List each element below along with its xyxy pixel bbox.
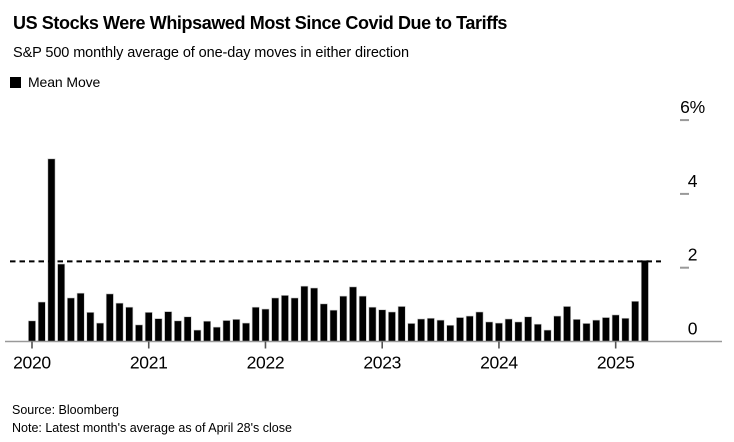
bar: [592, 319, 601, 342]
bar: [271, 297, 280, 342]
bar: [407, 323, 416, 342]
bar: [232, 319, 241, 342]
bar: [456, 317, 464, 342]
legend-label: Mean Move: [28, 74, 101, 90]
bar: [572, 319, 581, 342]
bar: [242, 322, 250, 342]
x-tick-label: 2024: [480, 353, 518, 373]
bar: [125, 306, 134, 342]
bar: [86, 312, 95, 342]
bar: [582, 323, 591, 342]
y-tick-label: 2: [688, 245, 697, 265]
bar: [631, 300, 640, 342]
y-tick-label: 0: [688, 319, 698, 339]
bar: [426, 317, 435, 342]
chart-subtitle: S&P 500 monthly average of one-day moves…: [13, 45, 409, 61]
bar: [47, 158, 56, 342]
bar: [349, 286, 357, 342]
bar: [553, 315, 562, 342]
bar: [329, 309, 338, 342]
legend-swatch-icon: [10, 76, 21, 88]
bar: [446, 324, 455, 342]
bar: [417, 318, 426, 342]
bar: [475, 311, 484, 342]
bar: [533, 323, 542, 342]
bar: [319, 303, 328, 342]
bar: [193, 329, 202, 342]
bar: [144, 312, 153, 342]
bar: [388, 311, 396, 342]
x-tick-label: 2022: [247, 353, 285, 373]
legend: Mean Move: [10, 75, 100, 89]
bar: [212, 326, 221, 342]
chart-title: US Stocks Were Whipsawed Most Since Covi…: [13, 13, 508, 33]
x-tick-label: 2021: [130, 353, 168, 373]
bar: [154, 318, 163, 342]
bar: [105, 293, 114, 342]
note-line: Note: Latest month's average as of April…: [12, 421, 292, 435]
bar: [397, 306, 406, 342]
bar: [621, 317, 630, 342]
bar: [563, 306, 571, 342]
bar: [57, 263, 66, 342]
x-tick-label: 2023: [363, 353, 401, 373]
bar: [183, 316, 192, 342]
bar: [465, 315, 474, 342]
bar: [640, 260, 649, 342]
bar: [611, 314, 620, 342]
source-line: Source: Bloomberg: [12, 403, 120, 417]
bar: [281, 295, 289, 342]
bar: [368, 306, 377, 342]
bar: [495, 322, 503, 342]
bar: [174, 320, 182, 342]
bar: [261, 308, 270, 342]
bar: [135, 324, 143, 342]
bar: [436, 319, 445, 342]
bar: [485, 321, 494, 342]
bar: [164, 311, 173, 342]
bar: [76, 292, 85, 342]
bar: [115, 302, 124, 342]
bar: [300, 285, 309, 342]
bar: [251, 306, 260, 342]
bar: [543, 329, 552, 342]
bar: [96, 322, 104, 342]
x-tick-label: 2025: [597, 353, 635, 373]
bar: [339, 295, 348, 342]
bar: [504, 318, 513, 342]
bar: [378, 309, 387, 342]
y-tick-label: 6%: [680, 97, 705, 117]
x-tick-label: 2020: [13, 353, 51, 373]
bar: [222, 320, 231, 342]
bar: [28, 320, 36, 342]
bar: [602, 317, 610, 342]
bar: [514, 321, 523, 342]
bar: [37, 301, 46, 342]
bar: [358, 295, 367, 342]
bar: [203, 320, 211, 342]
y-tick-label: 4: [688, 171, 698, 191]
bar: [290, 297, 299, 342]
bar: [524, 316, 533, 342]
bar: [310, 287, 319, 342]
bar: [67, 297, 75, 342]
